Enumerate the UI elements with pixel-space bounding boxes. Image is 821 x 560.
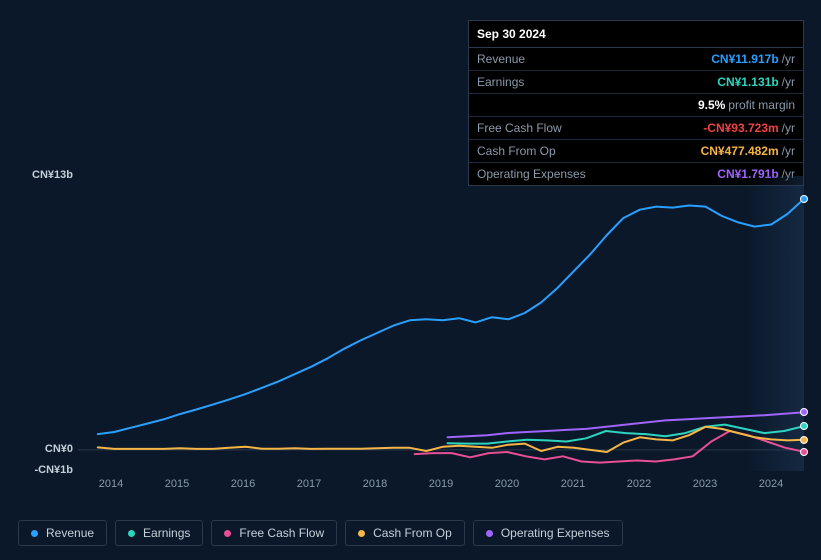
x-axis-tick: 2016 [210,478,276,490]
y-axis-tick: CN¥0 [18,443,73,455]
x-axis-tick: 2023 [672,478,738,490]
chart-area: CN¥13b CN¥0 -CN¥1b 20142015201620172018201… [18,158,804,508]
legend-dot-icon [358,530,365,537]
x-axis-tick: 2021 [540,478,606,490]
tooltip-value: CN¥11.917b/yr [711,52,795,66]
legend-item[interactable]: Cash From Op [345,520,465,546]
legend-label: Earnings [143,526,190,540]
legend-label: Free Cash Flow [239,526,324,540]
legend-label: Cash From Op [373,526,452,540]
legend-label: Operating Expenses [501,526,610,540]
x-axis-tick: 2018 [342,478,408,490]
x-axis: 2014201520162017201820192020202120222023… [78,478,804,490]
tooltip-row: RevenueCN¥11.917b/yr [469,48,803,71]
tooltip-value: CN¥477.482m/yr [701,144,795,158]
legend-dot-icon [31,530,38,537]
y-axis-tick: CN¥13b [18,169,73,181]
series-end-dot [800,422,808,430]
tooltip-row: Free Cash Flow-CN¥93.723m/yr [469,117,803,140]
legend-dot-icon [486,530,493,537]
x-axis-tick: 2019 [408,478,474,490]
tooltip-label: Cash From Op [477,144,701,158]
series-line [98,427,804,452]
legend-item[interactable]: Free Cash Flow [211,520,337,546]
series-end-dot [800,408,808,416]
series-end-dot [800,195,808,203]
tooltip-label: Earnings [477,75,717,89]
legend-label: Revenue [46,526,94,540]
series-line [98,199,804,434]
x-axis-tick: 2024 [738,478,804,490]
tooltip-value: 9.5%profit margin [698,98,795,112]
tooltip-label: Free Cash Flow [477,121,703,135]
x-axis-tick: 2014 [78,478,144,490]
tooltip-label: Revenue [477,52,711,66]
legend-item[interactable]: Revenue [18,520,107,546]
legend-dot-icon [128,530,135,537]
x-axis-tick: 2022 [606,478,672,490]
x-axis-tick: 2020 [474,478,540,490]
line-chart-svg [78,176,804,471]
series-end-dot [800,448,808,456]
series-end-dot [800,436,808,444]
x-axis-tick: 2017 [276,478,342,490]
tooltip-date: Sep 30 2024 [469,21,803,48]
x-axis-tick: 2015 [144,478,210,490]
tooltip-value: -CN¥93.723m/yr [703,121,795,135]
tooltip-value: CN¥1.131b/yr [717,75,795,89]
legend-item[interactable]: Operating Expenses [473,520,623,546]
tooltip-row: 9.5%profit margin [469,94,803,117]
tooltip-label [477,98,698,112]
tooltip-row: EarningsCN¥1.131b/yr [469,71,803,94]
plot-surface [78,176,804,471]
y-axis-tick: -CN¥1b [18,464,73,476]
legend-item[interactable]: Earnings [115,520,203,546]
legend: Revenue Earnings Free Cash Flow Cash From O… [18,520,623,546]
legend-dot-icon [224,530,231,537]
